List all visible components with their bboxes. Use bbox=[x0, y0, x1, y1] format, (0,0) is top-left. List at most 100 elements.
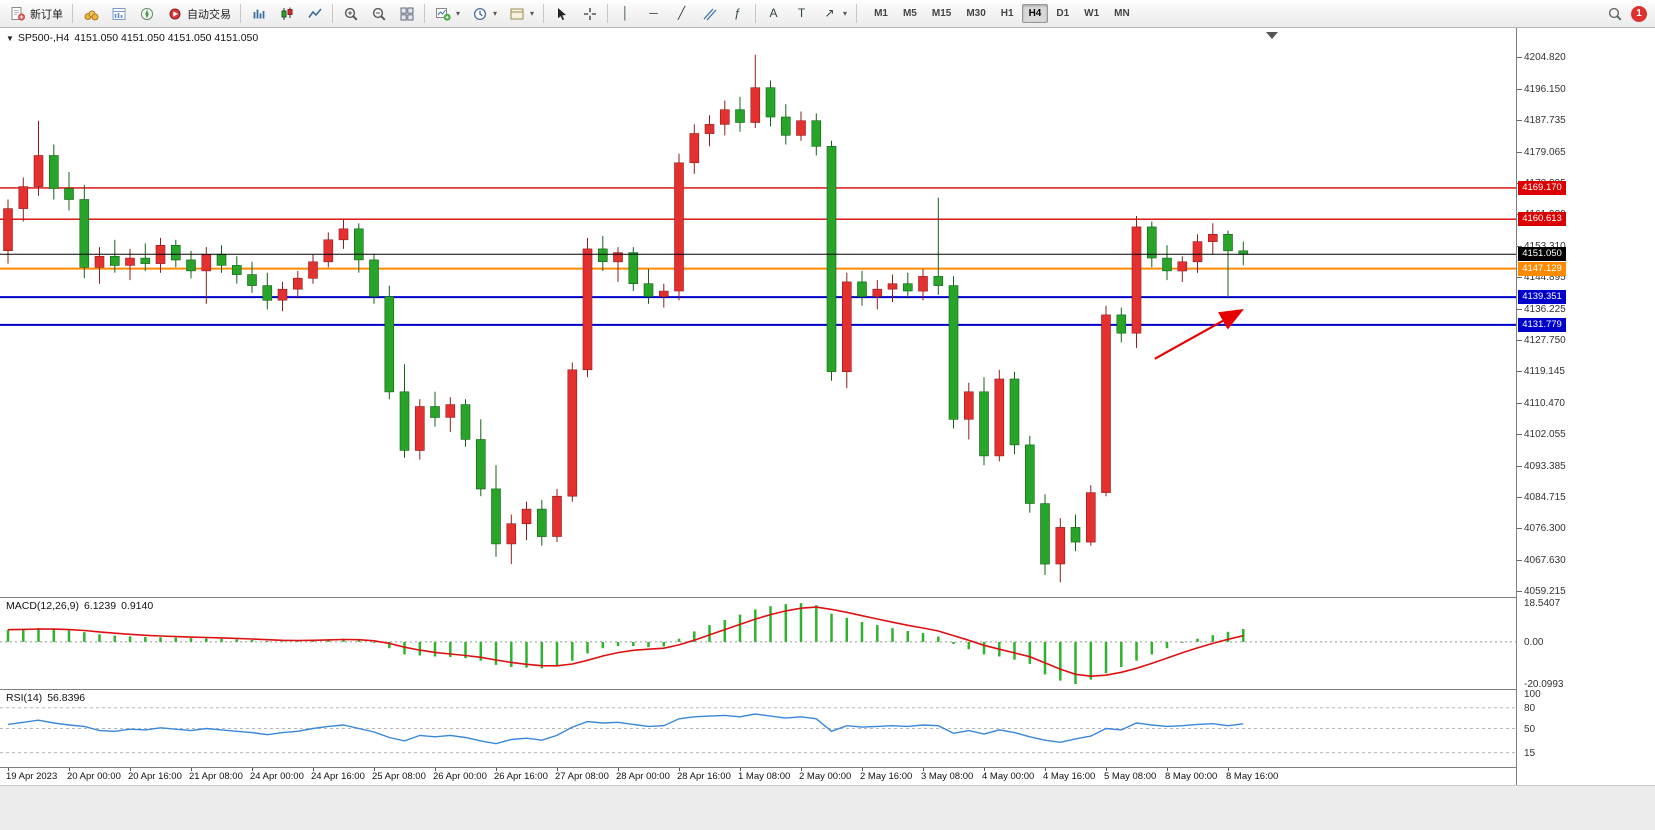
candle bbox=[780, 116, 791, 136]
macd-pane[interactable] bbox=[0, 598, 1516, 689]
pane-separator[interactable] bbox=[0, 689, 1655, 690]
zoom-out-button[interactable] bbox=[365, 2, 392, 25]
candle bbox=[719, 109, 730, 125]
line-chart-button[interactable] bbox=[301, 2, 328, 25]
templates-button[interactable]: ▾ bbox=[503, 2, 539, 25]
dropdown-caret-icon: ▾ bbox=[530, 9, 535, 18]
search-icon[interactable] bbox=[1606, 5, 1623, 22]
candlestick-chart-icon bbox=[278, 5, 295, 22]
trendline-button[interactable]: ╱ bbox=[668, 2, 695, 25]
axis-tick bbox=[1517, 560, 1522, 561]
candle bbox=[140, 257, 151, 264]
price-axis[interactable]: 4204.8204196.1504187.7354179.0654170.395… bbox=[1516, 28, 1655, 785]
price-axis-label: 4136.225 bbox=[1524, 304, 1566, 315]
price-axis-label: 4093.385 bbox=[1524, 461, 1566, 472]
horizontal-line-button[interactable]: ─ bbox=[640, 2, 667, 25]
candle bbox=[1070, 527, 1081, 543]
price-axis-label: 4187.735 bbox=[1524, 115, 1566, 126]
time-label: 8 May 16:00 bbox=[1226, 771, 1279, 782]
candle bbox=[430, 406, 440, 418]
candle bbox=[1208, 234, 1218, 242]
candle bbox=[125, 257, 135, 266]
time-tick bbox=[191, 768, 192, 771]
navigator-button[interactable] bbox=[133, 2, 160, 25]
candle bbox=[369, 259, 379, 297]
candle bbox=[384, 296, 395, 393]
candle bbox=[292, 277, 303, 290]
time-label: 2 May 00:00 bbox=[799, 771, 852, 782]
price-chart-pane[interactable] bbox=[0, 28, 1516, 597]
text-label-button[interactable]: T bbox=[788, 2, 815, 25]
time-tick bbox=[374, 768, 375, 771]
time-label: 25 Apr 08:00 bbox=[372, 771, 426, 782]
timeframe-h4[interactable]: H4 bbox=[1021, 4, 1049, 23]
chart-shift-marker[interactable] bbox=[1266, 32, 1278, 39]
vertical-line-button[interactable]: │ bbox=[612, 2, 639, 25]
data-window-button[interactable] bbox=[105, 2, 132, 25]
rsi-pane[interactable] bbox=[0, 690, 1516, 767]
candle bbox=[811, 120, 822, 147]
timeframe-m15[interactable]: M15 bbox=[931, 8, 952, 19]
candle bbox=[445, 404, 456, 418]
candle bbox=[48, 155, 59, 189]
timeframe-m30[interactable]: M30 bbox=[966, 8, 986, 19]
time-label: 26 Apr 16:00 bbox=[494, 771, 548, 782]
vertical-line-icon: │ bbox=[621, 6, 630, 20]
rsi-name: RSI(14) bbox=[6, 692, 43, 704]
time-tick bbox=[1228, 768, 1229, 771]
timeframe-mn[interactable]: MN bbox=[1114, 8, 1130, 19]
fibonacci-button[interactable]: ƒ bbox=[724, 2, 751, 25]
candle bbox=[567, 369, 578, 497]
candle bbox=[18, 186, 29, 209]
text-button[interactable]: A bbox=[760, 2, 787, 25]
pane-separator[interactable] bbox=[0, 597, 1655, 598]
time-axis[interactable]: 19 Apr 2023 20 Apr 00:00 20 Apr 16:00 21 Ap… bbox=[0, 768, 1516, 785]
candle bbox=[674, 162, 684, 292]
candle bbox=[948, 285, 959, 420]
candle bbox=[1147, 226, 1157, 259]
axis-tick bbox=[1517, 497, 1522, 498]
market-watch-button[interactable] bbox=[77, 2, 104, 25]
cursor-button[interactable] bbox=[548, 2, 575, 25]
timeframe-m1[interactable]: M1 bbox=[874, 8, 888, 19]
arrows-tool-button[interactable]: ↗ ▾ bbox=[816, 2, 852, 25]
bar-chart-button[interactable] bbox=[245, 2, 272, 25]
timeframe-h1[interactable]: H1 bbox=[1000, 8, 1014, 19]
candle bbox=[994, 378, 1005, 457]
notification-badge[interactable]: 1 bbox=[1631, 5, 1647, 22]
arrow-annotation[interactable] bbox=[1154, 309, 1245, 360]
macd-axis-label: 18.5407 bbox=[1524, 598, 1561, 609]
zoom-in-button[interactable] bbox=[337, 2, 364, 25]
candlestick-chart-button[interactable] bbox=[273, 2, 300, 25]
timeframe-d1[interactable]: D1 bbox=[1056, 8, 1070, 19]
time-label: 8 May 00:00 bbox=[1165, 771, 1218, 782]
time-label: 24 Apr 16:00 bbox=[311, 771, 365, 782]
axis-tick bbox=[1517, 371, 1522, 372]
time-tick bbox=[313, 768, 314, 771]
timeframe-m5[interactable]: M5 bbox=[902, 8, 917, 19]
time-tick bbox=[862, 768, 863, 771]
candle bbox=[1086, 492, 1096, 543]
collapse-icon[interactable]: ▼ bbox=[6, 34, 14, 43]
equidistant-channel-button[interactable] bbox=[696, 2, 723, 25]
new-order-button[interactable]: 新订单 bbox=[4, 2, 68, 25]
timeframe-w1[interactable]: W1 bbox=[1084, 8, 1100, 19]
time-label: 1 May 08:00 bbox=[738, 771, 791, 782]
time-label: 2 May 16:00 bbox=[860, 771, 913, 782]
toolbar-separator bbox=[856, 4, 858, 23]
crosshair-button[interactable] bbox=[576, 2, 603, 25]
time-label: 27 Apr 08:00 bbox=[555, 771, 609, 782]
candle bbox=[1116, 314, 1127, 334]
tile-windows-button[interactable] bbox=[393, 2, 420, 25]
macd-label: MACD(12,26,9) 6.1239 0.9140 bbox=[6, 600, 153, 612]
candle bbox=[552, 495, 562, 537]
candle bbox=[460, 404, 471, 440]
auto-trading-button[interactable]: 自动交易 bbox=[161, 2, 236, 25]
new-chart-button[interactable]: ▾ bbox=[429, 2, 465, 25]
candle bbox=[963, 391, 974, 420]
candle bbox=[33, 155, 44, 187]
price-tag: 4139.351 bbox=[1518, 290, 1566, 304]
candle bbox=[110, 256, 120, 266]
periods-button[interactable]: ▾ bbox=[466, 2, 502, 25]
candle bbox=[689, 133, 700, 164]
